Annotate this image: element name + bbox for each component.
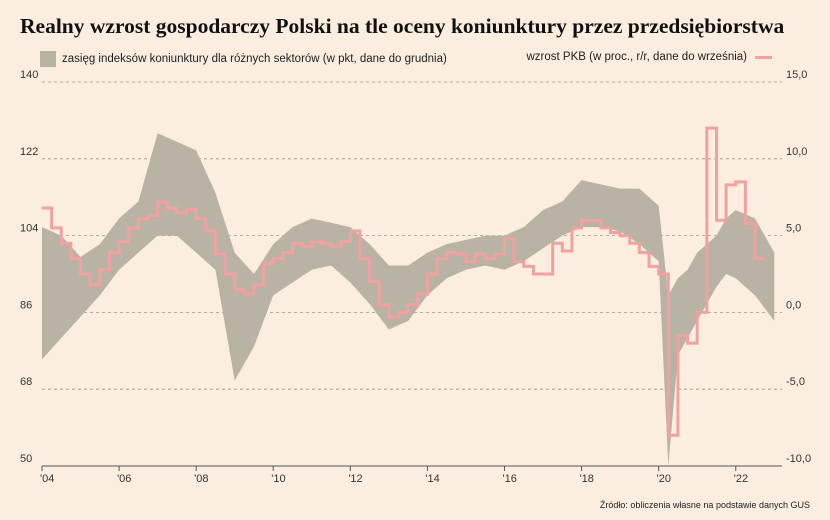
left-axis-tick-label: 140 [20, 69, 38, 81]
axes: 140 15,0 122 10,0 104 5,0 86 0,0 68 -5,0 50 -10,0 '0… [20, 69, 811, 485]
chart-title: Realny wzrost gospodarczy Polski na tle … [20, 14, 785, 38]
right-axis-tick-label: 15,0 [786, 69, 807, 81]
x-axis-tick-label: '16 [503, 473, 517, 485]
line-layer [42, 126, 765, 437]
left-axis-tick-label: 68 [20, 376, 32, 388]
legend-band-swatch [40, 51, 56, 67]
left-axis-tick-label: 50 [20, 453, 32, 465]
left-axis-tick-label: 86 [20, 299, 32, 311]
right-axis-tick-label: -5,0 [786, 376, 805, 388]
gdp-growth-line [42, 126, 765, 437]
x-axis-tick-label: '22 [734, 473, 748, 485]
source-note: Źródło: obliczenia własne na podstawie d… [599, 500, 810, 510]
left-axis-tick-label: 104 [20, 223, 38, 235]
x-axis-tick-label: '14 [425, 473, 439, 485]
x-axis-tick-label: '18 [580, 473, 594, 485]
x-axis-tick-label: '20 [657, 473, 671, 485]
x-axis-tick-label: '12 [348, 473, 362, 485]
legend-line: wzrost PKB (w proc., r/r, dane do wrześn… [526, 51, 772, 63]
x-axis-tick-label: '04 [40, 473, 54, 485]
sector-index-range-band [42, 133, 775, 466]
x-axis-tick-label: '06 [117, 473, 131, 485]
legend-band: zasięg indeksów koniunktury dla różnych … [40, 51, 447, 67]
legend-line-label: wzrost PKB (w proc., r/r, dane do wrześn… [526, 51, 748, 63]
x-axis-tick-label: '10 [271, 473, 285, 485]
right-axis-tick-label: 0,0 [786, 299, 801, 311]
right-axis-tick-label: -10,0 [786, 453, 811, 465]
right-axis-tick-label: 10,0 [786, 146, 807, 158]
legend-band-label: zasięg indeksów koniunktury dla różnych … [62, 53, 447, 65]
legend-line-swatch [755, 55, 772, 59]
left-axis-tick-label: 122 [20, 146, 38, 158]
band-layer [42, 133, 775, 466]
x-axis-tick-label: '08 [194, 473, 208, 485]
right-axis-tick-label: 5,0 [786, 223, 801, 235]
